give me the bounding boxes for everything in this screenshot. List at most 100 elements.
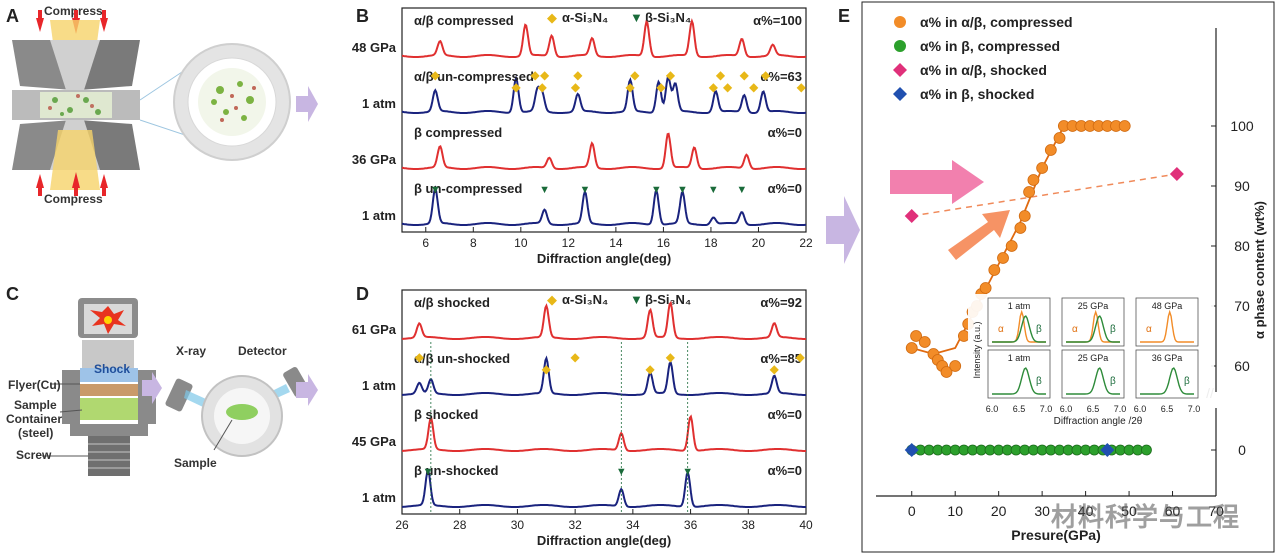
inset-beta-peak [1140, 367, 1194, 395]
x-tick-label: 60 [1165, 503, 1181, 519]
data-point-alpha-shocked [904, 209, 919, 223]
y-tick-label: 80 [1234, 238, 1250, 254]
alpha-percent-label: α%=0 [768, 463, 802, 478]
compress-top-label: Compress [44, 4, 103, 18]
flyer-label: Flyer(Cu) [8, 378, 61, 392]
alpha-marker: ◆ [796, 350, 806, 364]
plot-frame [401, 289, 807, 515]
y-tick-label: 90 [1234, 178, 1250, 194]
data-point-alpha-compressed [957, 330, 970, 342]
pressure-label: 1 atm [362, 96, 396, 111]
inset-cell-label: 25 GPa [1078, 301, 1109, 311]
alpha-percent-label: α%=85 [760, 351, 802, 366]
panel-letter-b: B [356, 6, 369, 26]
x-tick-label: 10 [947, 503, 963, 519]
alpha-percent-label: α%=0 [768, 181, 802, 196]
shocked-trend-line [911, 173, 1177, 217]
data-point-alpha-compressed [1023, 186, 1035, 198]
pressure-label: 1 atm [362, 208, 396, 223]
legend-alpha-symbol: ◆ [547, 10, 557, 25]
xrd-pattern-line [401, 132, 807, 171]
flow-arrow-e [826, 196, 860, 264]
series-name: α/β compressed [414, 13, 514, 28]
data-point-beta-shocked [904, 443, 919, 457]
sample-label-xray: Sample [174, 456, 217, 470]
data-point-beta-compressed [1141, 444, 1152, 456]
inset-cell [1061, 349, 1125, 399]
alpha-marker: ◆ [530, 68, 540, 82]
inset-cell [987, 349, 1051, 399]
x-tick-label: 16 [657, 236, 671, 250]
beta-marker: ▼ [423, 466, 434, 478]
data-point-alpha-compressed [979, 282, 992, 294]
legend-marker [893, 63, 907, 77]
x-tick-label: 50 [1121, 503, 1137, 519]
inset-x-tick: 7.0 [1040, 404, 1053, 414]
detector-label: Detector [238, 344, 287, 358]
y-tick-label: 100 [1230, 118, 1254, 134]
xray-setup [165, 366, 309, 457]
legend-alpha-symbol: ◆ [547, 292, 557, 307]
x-tick-label: 14 [609, 236, 623, 250]
inset-x-tick: 6.0 [1060, 404, 1073, 414]
screw-label: Screw [16, 448, 52, 462]
legend-marker [894, 16, 906, 28]
inset-cell [1135, 349, 1199, 399]
panel-e-border [861, 1, 1275, 553]
x-tick-label: 36 [684, 518, 698, 532]
xrd-pattern-line [401, 75, 807, 114]
pressure-label: 36 GPa [352, 152, 397, 167]
series-name: α/β un-compressed [414, 69, 534, 84]
x-tick-label: 12 [562, 236, 576, 250]
compress-arrows-bottom [36, 172, 108, 196]
pressure-label: 45 GPa [352, 434, 397, 449]
alpha-percent-label: α%=0 [768, 407, 802, 422]
data-point-alpha-compressed [1018, 210, 1031, 222]
alpha-marker: ◆ [666, 68, 676, 82]
alpha-marker: ◆ [538, 80, 548, 94]
inset-x-tick: 6.0 [1134, 404, 1147, 414]
legend-label: α% in β, compressed [920, 38, 1060, 54]
alpha-marker: ◆ [571, 350, 581, 364]
x-tick-label: 70 [1208, 503, 1224, 519]
inset-x-tick: 6.5 [1087, 404, 1100, 414]
alpha-marker: ◆ [716, 68, 726, 82]
legend-marker [893, 87, 907, 101]
inset-x-tick: 6.5 [1013, 404, 1026, 414]
data-point-alpha-shocked [1169, 167, 1184, 181]
data-point-alpha-compressed [918, 336, 931, 348]
x-tick-label: 18 [704, 236, 718, 250]
inset-cell-label: 25 GPa [1078, 353, 1109, 363]
alpha-marker: ◆ [666, 350, 676, 364]
alpha-marker: ◆ [540, 68, 550, 82]
legend-alpha-label: α-Si₃N₄ [562, 10, 608, 25]
data-point-alpha-compressed [1053, 132, 1066, 144]
data-point-alpha-compressed [1118, 120, 1131, 132]
inset-beta-peak [992, 367, 1046, 395]
xrd-pattern-line [402, 355, 806, 396]
x-tick-label: 10 [514, 236, 528, 250]
inset-x-label: Diffraction angle /2θ [1054, 416, 1143, 427]
alpha-marker: ◆ [646, 362, 656, 376]
alpha-marker: ◆ [431, 68, 441, 82]
inset-beta-label: β [1110, 324, 1116, 335]
alpha-percent-label: α%=63 [760, 69, 802, 84]
inset-beta-peak [1066, 315, 1120, 343]
legend-marker [894, 40, 906, 52]
beta-marker: ▼ [677, 184, 688, 196]
data-point-alpha-compressed [1005, 240, 1018, 252]
data-point-alpha-compressed [1044, 144, 1057, 156]
data-point-beta-shocked [1100, 443, 1115, 457]
x-tick-label: 30 [511, 518, 525, 532]
beta-marker: ▼ [708, 184, 719, 196]
legend-label: α% in β, shocked [920, 86, 1034, 102]
shock-label: Shock [94, 362, 131, 376]
x-tick-label: 38 [742, 518, 756, 532]
x-tick-label: 0 [908, 503, 916, 519]
xrd-pattern-line [402, 300, 806, 340]
inset-cell-label: 1 atm [1008, 301, 1031, 311]
alpha-marker: ◆ [415, 350, 425, 364]
legend-beta-symbol: ▼ [630, 10, 643, 25]
inset-x-tick: 7.0 [1188, 404, 1201, 414]
